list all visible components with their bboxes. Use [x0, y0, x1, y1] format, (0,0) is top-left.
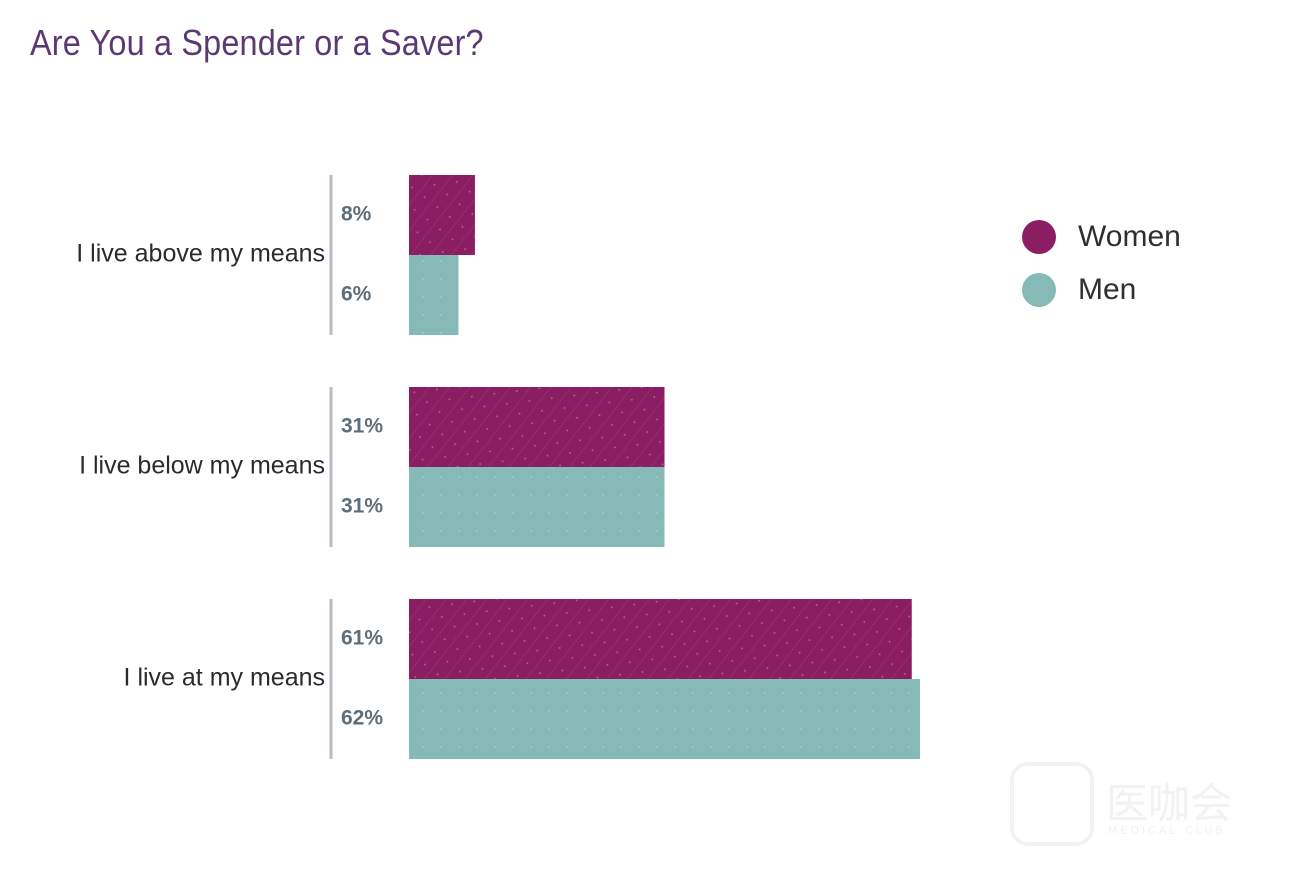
bar-texture-women: [409, 175, 475, 255]
legend-label-women: Women: [1078, 219, 1181, 253]
bar-texture-women: [409, 599, 912, 679]
bar-texture-women: [409, 387, 665, 467]
data-label-women: 31%: [341, 415, 383, 438]
data-label-men: 31%: [341, 495, 383, 518]
data-label-women: 8%: [341, 203, 372, 226]
chart-title: Are You a Spender or a Saver?: [30, 22, 484, 63]
chart-legend: Women Men: [1022, 210, 1181, 316]
data-label-women: 61%: [341, 627, 383, 650]
category-label: I live at my means: [124, 664, 325, 692]
category-label: I live above my means: [76, 240, 325, 268]
data-label-men: 62%: [341, 707, 383, 730]
data-label-men: 6%: [341, 283, 372, 306]
legend-swatch-men: [1022, 272, 1056, 307]
legend-label-men: Men: [1078, 272, 1137, 306]
watermark-logo: 医咖会 MEDICAL CLUB: [1010, 762, 1255, 850]
watermark-subtext: MEDICAL CLUB: [1108, 824, 1226, 837]
watermark-icon: [1010, 762, 1094, 846]
bar-texture-men: [409, 467, 665, 547]
legend-item-women: Women: [1022, 210, 1181, 263]
legend-swatch-women: [1022, 219, 1056, 254]
watermark-text: 医咖会: [1106, 779, 1233, 828]
bar-texture-men: [409, 679, 920, 759]
category-label: I live below my means: [79, 452, 325, 480]
legend-item-men: Men: [1022, 263, 1181, 316]
bar-texture-men: [409, 255, 459, 335]
